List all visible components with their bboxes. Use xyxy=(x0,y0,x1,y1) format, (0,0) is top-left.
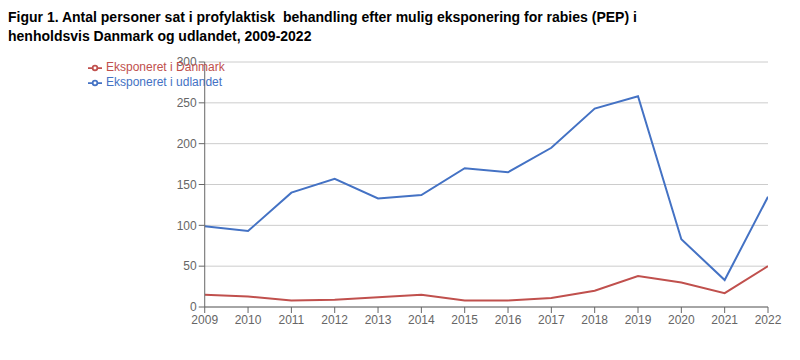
svg-text:2018: 2018 xyxy=(581,313,608,327)
svg-text:2012: 2012 xyxy=(321,313,348,327)
svg-text:2020: 2020 xyxy=(668,313,695,327)
svg-text:100: 100 xyxy=(177,219,197,233)
svg-text:2009: 2009 xyxy=(191,313,218,327)
svg-text:200: 200 xyxy=(177,137,197,151)
svg-text:250: 250 xyxy=(177,96,197,110)
svg-text:2014: 2014 xyxy=(408,313,435,327)
svg-text:2016: 2016 xyxy=(495,313,522,327)
svg-text:50: 50 xyxy=(183,259,197,273)
svg-text:2019: 2019 xyxy=(625,313,652,327)
svg-text:2010: 2010 xyxy=(235,313,262,327)
svg-text:2022: 2022 xyxy=(755,313,782,327)
svg-text:2013: 2013 xyxy=(365,313,392,327)
svg-text:2017: 2017 xyxy=(538,313,565,327)
svg-text:2021: 2021 xyxy=(711,313,738,327)
svg-text:150: 150 xyxy=(177,178,197,192)
svg-text:0: 0 xyxy=(190,300,197,314)
svg-text:2011: 2011 xyxy=(278,313,304,327)
svg-text:2015: 2015 xyxy=(451,313,478,327)
svg-text:300: 300 xyxy=(177,55,197,69)
